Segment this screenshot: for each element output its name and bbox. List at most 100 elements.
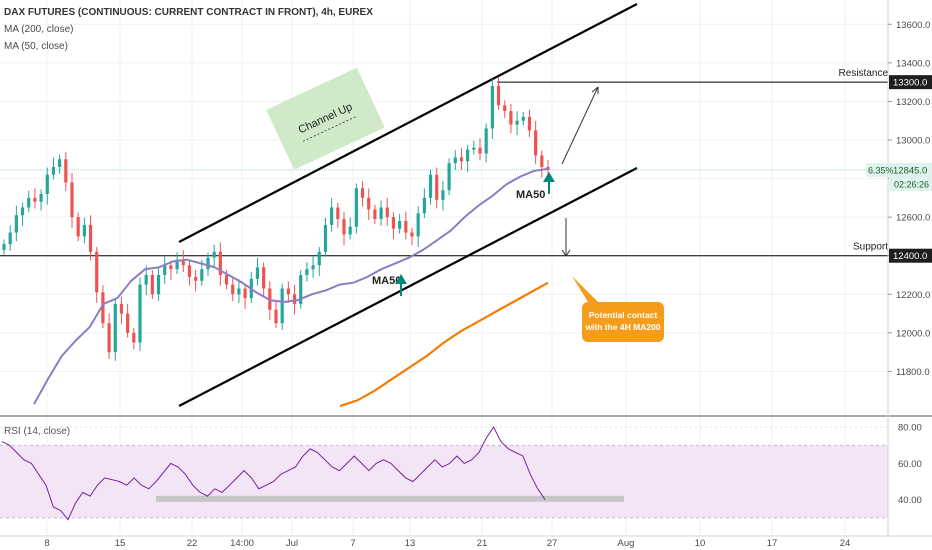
candle-body <box>274 309 278 324</box>
time-tick-label: Aug <box>618 538 635 549</box>
candle-body <box>292 294 297 304</box>
time-tick-label: 17 <box>767 538 778 549</box>
current-price-badge-bg <box>889 162 932 177</box>
candle-body <box>404 221 408 233</box>
indicator-ma200-label: MA (200, close) <box>4 24 74 35</box>
rsi-support-bar <box>156 495 624 502</box>
candle-body <box>8 232 12 245</box>
rsi-label: RSI (14, close) <box>4 426 71 437</box>
time-tick-label: 15 <box>115 538 126 549</box>
candle-body <box>255 267 260 279</box>
candle-body <box>317 251 321 266</box>
arrow-head-icon <box>591 86 599 94</box>
candle-body <box>107 323 111 353</box>
support-price-badge-bg <box>889 248 932 263</box>
candle-body <box>20 207 25 216</box>
candle-body <box>515 120 519 125</box>
candle-body <box>27 197 31 208</box>
candle-body <box>422 197 426 214</box>
candle-body <box>410 232 414 237</box>
resistance-label: Resistance <box>839 68 889 79</box>
resistance-price-badge-bg <box>889 75 932 90</box>
time-tick-label: 8 <box>44 538 49 549</box>
candle-body <box>200 269 204 281</box>
time-tick-label: Jul <box>286 538 298 549</box>
candle-body <box>2 244 6 250</box>
time-tick-label: 24 <box>840 538 851 549</box>
price-tick-label: 13200.0 <box>896 97 930 108</box>
candle-body <box>119 303 124 314</box>
chart-title: DAX FUTURES (CONTINUOUS: CURRENT CONTRAC… <box>4 7 373 18</box>
ma50-label-a: MA50 <box>372 275 401 287</box>
candle-body <box>101 292 105 324</box>
candle-body <box>354 188 358 227</box>
indicator-ma50-label: MA (50, close) <box>4 41 68 52</box>
candle-body <box>478 147 482 154</box>
price-tick-label: 12200.0 <box>896 290 930 301</box>
candle-body <box>231 284 235 295</box>
callout-pointer <box>572 276 598 302</box>
time-tick-label: 13 <box>405 538 416 549</box>
candle-body <box>169 265 173 270</box>
rsi-tick-label: 40.00 <box>898 495 922 506</box>
candle-body <box>391 217 396 229</box>
candle-body <box>546 167 550 170</box>
candle-body <box>459 157 464 162</box>
candle-body <box>218 251 222 275</box>
current-price-badge: 12845.0 <box>893 165 927 176</box>
rsi-band <box>0 445 888 518</box>
candle-body <box>113 303 117 353</box>
price-tick-label: 12600.0 <box>896 213 930 224</box>
candle-body <box>466 149 470 162</box>
time-tick-label: 14:00 <box>230 538 254 549</box>
candle-body <box>416 213 420 237</box>
channel-lower-line <box>178 167 638 407</box>
candle-body <box>132 332 136 343</box>
candle-body <box>472 147 476 150</box>
candle-body <box>144 275 148 285</box>
change-badge-bg <box>866 162 888 177</box>
candle-body <box>534 130 538 156</box>
candle-body <box>336 207 340 220</box>
candle-body <box>367 197 371 210</box>
candle-body <box>187 265 192 277</box>
candle-body <box>373 209 377 220</box>
callout-box <box>582 302 664 342</box>
channel-up-note: Channel Up <box>266 67 385 170</box>
candle-body <box>348 226 352 235</box>
candle-body <box>237 288 241 295</box>
candle-body <box>88 224 93 252</box>
channel-upper-line <box>178 3 638 243</box>
callout-line2: with the 4H MA200 <box>584 322 660 332</box>
candle-body <box>503 105 507 112</box>
candle-body <box>527 116 532 131</box>
candle-body <box>243 288 247 299</box>
candle-body <box>286 288 290 295</box>
resistance-price-badge: 13300.0 <box>893 78 927 89</box>
candle-body <box>126 313 130 333</box>
candle-body <box>76 217 80 237</box>
candle-body <box>150 275 154 295</box>
candle-body <box>206 257 210 270</box>
candle-body <box>45 174 49 194</box>
candle-body <box>342 219 346 235</box>
candle-body <box>521 116 525 121</box>
candle-body <box>441 190 445 200</box>
time-tick-label: 21 <box>477 538 488 549</box>
candle-body <box>58 159 62 167</box>
candle-body <box>323 224 328 252</box>
change-badge: 6.35% <box>868 165 894 175</box>
candle-body <box>496 86 501 106</box>
candle-body <box>224 275 229 285</box>
candle-body <box>435 174 439 200</box>
candle-body <box>138 284 142 343</box>
rsi-tick-label: 80.00 <box>898 423 922 434</box>
price-tick-label: 13000.0 <box>896 136 930 147</box>
support-label: Support <box>853 242 888 253</box>
arrow-head-icon <box>561 249 571 257</box>
time-tick-label: 7 <box>350 538 355 549</box>
candle-body <box>428 174 433 198</box>
candle-body <box>82 224 86 237</box>
